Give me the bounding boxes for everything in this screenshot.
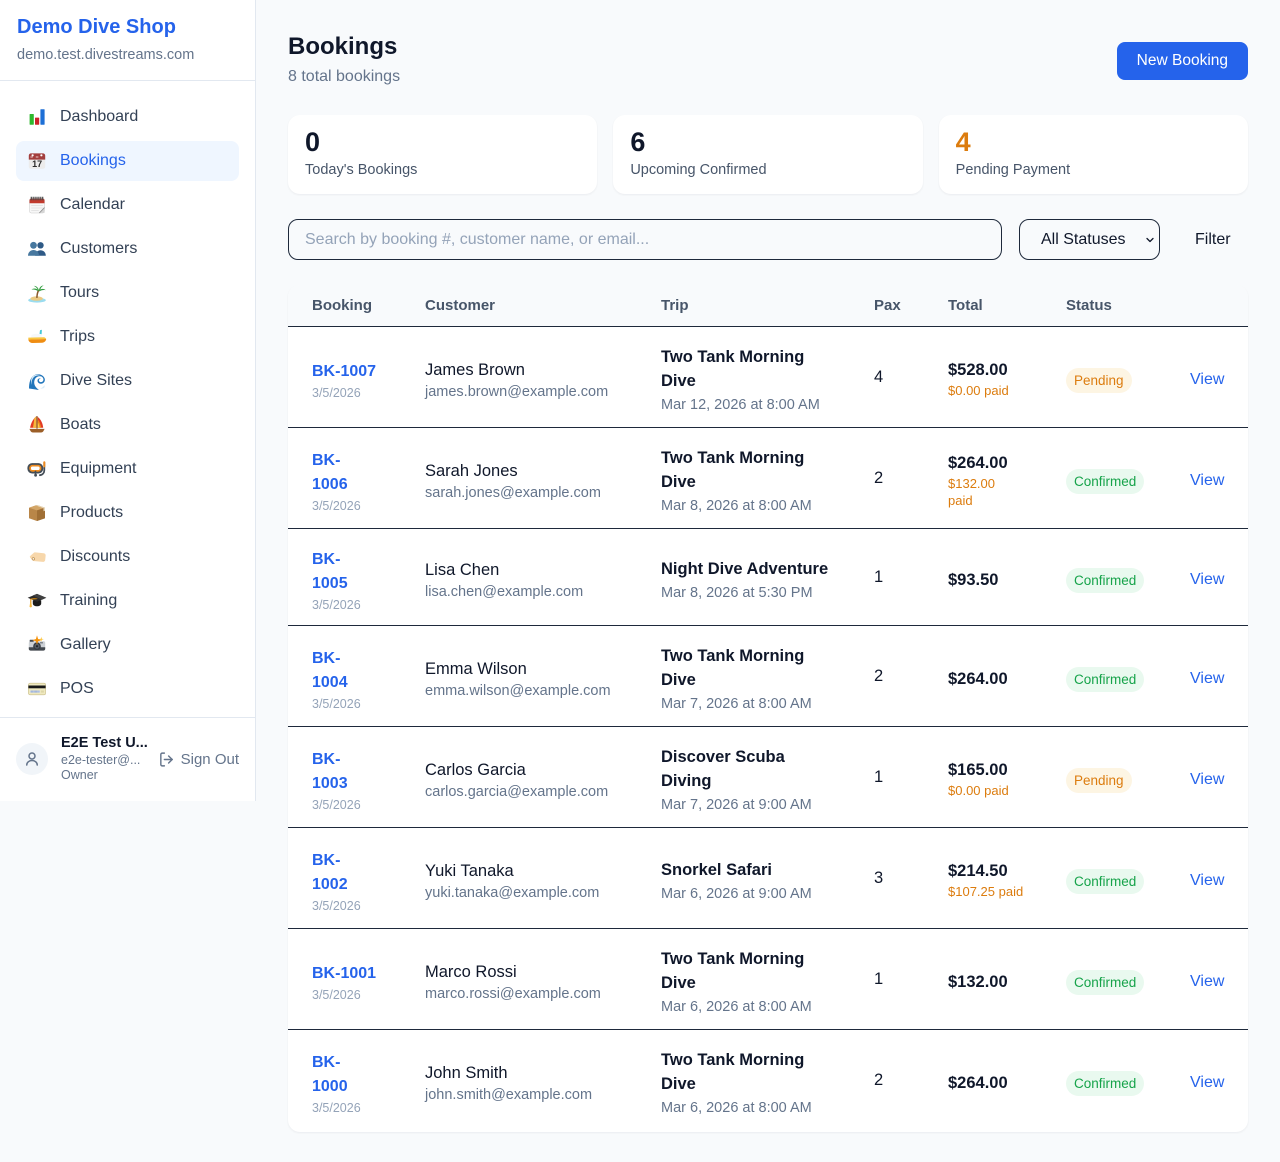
svg-text:17: 17 <box>32 159 42 169</box>
